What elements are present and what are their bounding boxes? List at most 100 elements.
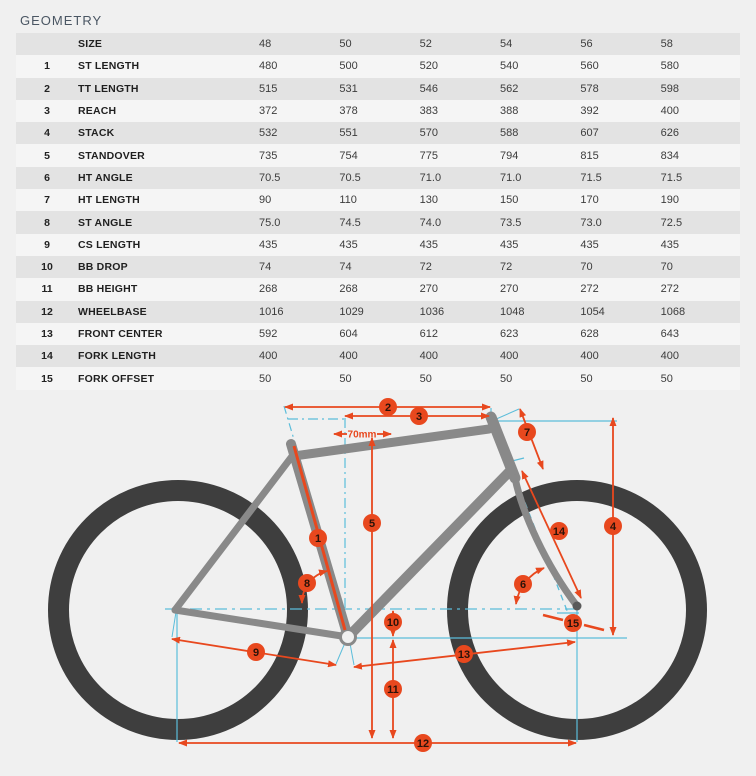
svg-text:2: 2 <box>385 402 391 414</box>
cell-value: 435 <box>259 238 278 251</box>
cell-value: 71.5 <box>580 171 602 184</box>
cell-value: 1029 <box>339 305 364 318</box>
svg-text:15: 15 <box>567 618 579 630</box>
seat-axis-extension-line <box>283 405 296 444</box>
row-number: 12 <box>41 305 53 318</box>
cell-value: 604 <box>339 328 358 340</box>
row-label: CS LENGTH <box>78 238 141 251</box>
cell-value: 50 <box>500 372 513 385</box>
dimension-marker: 14 <box>550 522 568 540</box>
row-label: TT LENGTH <box>78 82 139 95</box>
cell-value: 50 <box>259 372 272 385</box>
cell-value: 775 <box>419 149 439 162</box>
row-label: WHEELBASE <box>78 305 147 318</box>
cell-value: 150 <box>500 194 519 207</box>
dimension-markers: 1 2 3 4 5 6 7 8 9 10 11 12 13 14 15 <box>247 398 622 752</box>
cell-value: 515 <box>259 82 278 95</box>
row-label: STACK <box>78 127 115 140</box>
table-row: 3 REACH 372 378 383 388 392 400 <box>16 99 740 123</box>
bottom-bracket <box>339 628 357 646</box>
cell-value: 70.5 <box>259 171 281 184</box>
cell-value: 400 <box>580 350 599 363</box>
cell-value: 74 <box>339 261 352 274</box>
cell-value: 612 <box>419 328 439 340</box>
chain-stay <box>171 606 352 641</box>
cell-value: 815 <box>580 149 599 162</box>
table-row: 15 FORK OFFSET 50 50 50 50 50 50 <box>16 367 740 390</box>
cell-value: 1036 <box>419 305 445 318</box>
cell-value: 270 <box>419 283 439 296</box>
cell-value: 378 <box>339 105 358 118</box>
header-size-50: 50 <box>339 38 352 51</box>
dimension-marker: 2 <box>379 398 397 416</box>
svg-text:7: 7 <box>524 427 530 439</box>
header-size-52: 52 <box>419 38 432 51</box>
cell-value: 607 <box>580 127 599 140</box>
cell-value: 383 <box>419 105 439 118</box>
cell-value: 270 <box>500 283 519 296</box>
row-number: 7 <box>44 194 50 207</box>
cell-value: 1068 <box>660 305 686 318</box>
row-label: STANDOVER <box>78 149 145 162</box>
row-number: 5 <box>44 149 50 162</box>
dimension-marker: 6 <box>514 575 532 593</box>
row-number: 6 <box>44 171 50 184</box>
dimension-marker: 13 <box>455 645 473 663</box>
cell-value: 520 <box>419 60 439 73</box>
dimension-marker: 15 <box>564 614 582 632</box>
table-header-row: SIZE 48 50 52 54 56 58 <box>16 33 740 56</box>
table-row: 8 ST ANGLE 75.0 74.5 74.0 73.5 73.0 72.5 <box>16 211 740 234</box>
cell-value: 1016 <box>259 305 284 318</box>
cell-value: 626 <box>660 127 680 140</box>
cell-value: 400 <box>660 350 680 363</box>
rear-wheel <box>48 480 308 740</box>
rear-axle-projection <box>171 611 177 638</box>
cell-value: 735 <box>259 149 278 162</box>
header-size-54: 54 <box>500 38 513 51</box>
geometry-table: SIZE 48 50 52 54 56 58 1 ST LENGTH 480 50… <box>16 33 740 390</box>
row-label: FRONT CENTER <box>78 328 163 340</box>
row-label: FORK OFFSET <box>78 372 155 385</box>
cell-value: 70 <box>660 261 673 274</box>
cell-value: 560 <box>580 60 599 73</box>
cell-value: 170 <box>580 194 599 207</box>
svg-text:9: 9 <box>253 647 259 659</box>
cell-value: 628 <box>580 328 599 340</box>
cell-value: 268 <box>259 283 278 296</box>
cell-value: 400 <box>259 350 278 363</box>
table-row: 14 FORK LENGTH 400 400 400 400 400 400 <box>16 345 740 368</box>
cell-value: 75.0 <box>259 216 281 229</box>
page-title: GEOMETRY <box>20 13 103 28</box>
cell-value: 578 <box>580 82 599 95</box>
row-label: HT ANGLE <box>78 171 133 184</box>
table-row: 2 TT LENGTH 515 531 546 562 578 598 <box>16 77 740 100</box>
row-number: 8 <box>44 216 50 229</box>
svg-text:8: 8 <box>304 578 310 590</box>
row-number: 2 <box>44 82 50 95</box>
cell-value: 388 <box>500 105 519 118</box>
cell-value: 50 <box>580 372 593 385</box>
table-row: 4 STACK 532 551 570 588 607 626 <box>16 122 740 145</box>
cell-value: 531 <box>339 82 358 95</box>
cell-value: 74.0 <box>419 216 442 229</box>
table-row: 9 CS LENGTH 435 435 435 435 435 435 <box>16 233 740 256</box>
row-number: 11 <box>41 283 53 296</box>
dimension-marker: 12 <box>414 734 432 752</box>
svg-text:3: 3 <box>416 411 422 423</box>
cell-value: 794 <box>500 149 519 162</box>
svg-text:10: 10 <box>387 617 399 629</box>
dimension-marker: 3 <box>410 407 428 425</box>
cell-value: 480 <box>259 60 278 73</box>
cell-value: 580 <box>660 60 680 73</box>
table-row: 13 FRONT CENTER 592 604 612 623 628 643 <box>16 322 740 346</box>
row-number: 10 <box>41 261 53 274</box>
cell-value: 400 <box>500 350 519 363</box>
cell-value: 130 <box>419 194 439 207</box>
bike-geometry-svg: 70mm 1 2 3 4 5 6 7 8 9 10 11 12 13 14 15 <box>48 398 707 752</box>
cell-value: 435 <box>419 238 439 251</box>
cell-value: 73.0 <box>580 216 602 229</box>
header-size-58: 58 <box>660 38 673 51</box>
svg-text:13: 13 <box>458 649 470 661</box>
table-row: 10 BB DROP 74 74 72 72 70 70 <box>16 255 740 279</box>
cell-value: 435 <box>339 238 358 251</box>
